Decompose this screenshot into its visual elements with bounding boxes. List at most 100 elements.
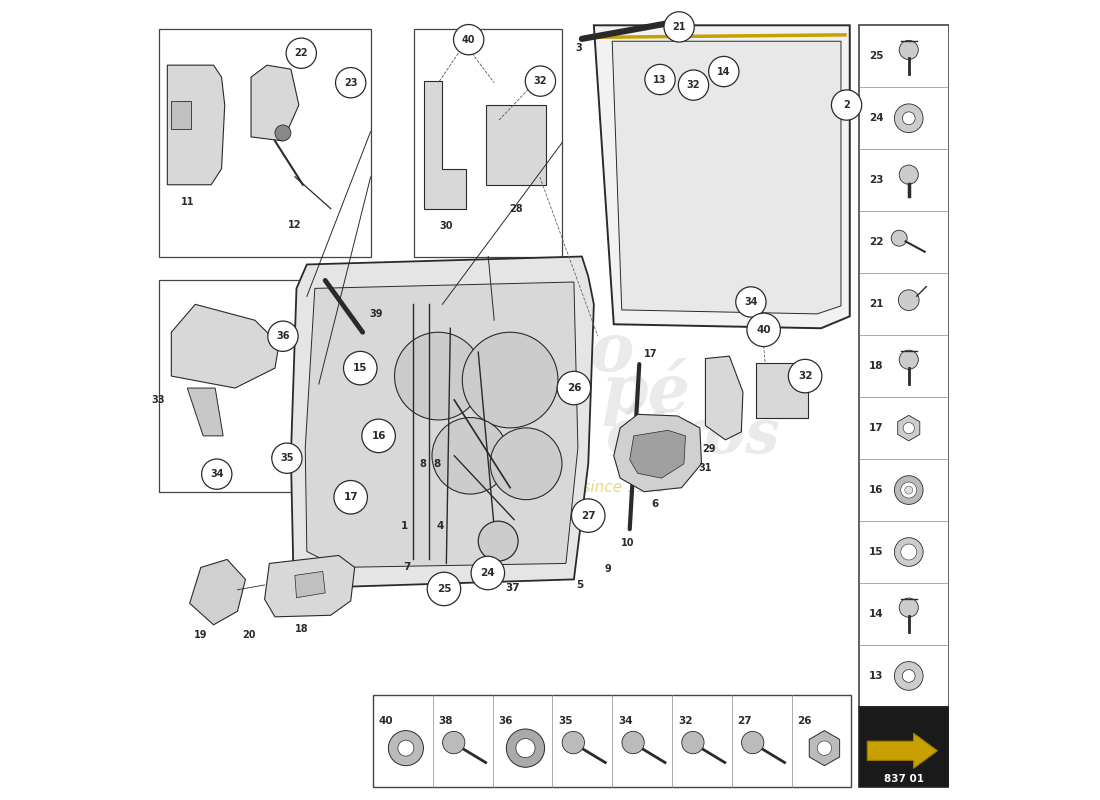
Text: étros: étros — [606, 406, 781, 466]
Circle shape — [286, 38, 317, 68]
Circle shape — [398, 740, 414, 756]
Polygon shape — [614, 414, 702, 492]
Circle shape — [789, 359, 822, 393]
Text: 26: 26 — [566, 383, 581, 393]
Circle shape — [526, 66, 556, 96]
Text: 32: 32 — [534, 76, 547, 86]
Circle shape — [891, 230, 908, 246]
Text: 23: 23 — [344, 78, 358, 88]
Text: 17: 17 — [343, 492, 358, 502]
Circle shape — [267, 321, 298, 351]
Text: 32: 32 — [686, 80, 701, 90]
Text: 31: 31 — [698, 462, 712, 473]
Text: 33: 33 — [151, 395, 165, 405]
Text: 35: 35 — [559, 716, 573, 726]
Text: 15: 15 — [353, 363, 367, 373]
Circle shape — [516, 738, 535, 758]
Circle shape — [901, 544, 916, 560]
Text: 40: 40 — [462, 34, 475, 45]
Circle shape — [506, 729, 544, 767]
Text: 39: 39 — [370, 309, 383, 319]
Polygon shape — [189, 559, 245, 625]
Bar — [373, 695, 851, 786]
Circle shape — [388, 730, 424, 766]
Text: 25: 25 — [869, 51, 883, 62]
Circle shape — [395, 332, 482, 420]
Circle shape — [562, 731, 584, 754]
Text: 14: 14 — [717, 66, 730, 77]
Polygon shape — [167, 65, 224, 185]
Bar — [859, 707, 948, 786]
Bar — [859, 26, 948, 707]
Polygon shape — [172, 304, 279, 388]
Text: 40: 40 — [757, 325, 771, 335]
Circle shape — [334, 481, 367, 514]
Polygon shape — [594, 26, 850, 328]
Text: 34: 34 — [744, 297, 758, 307]
Text: 14: 14 — [869, 609, 883, 619]
Text: euro: euro — [464, 320, 636, 385]
Bar — [160, 30, 371, 257]
Text: 40: 40 — [378, 716, 394, 726]
Circle shape — [343, 351, 377, 385]
Circle shape — [201, 459, 232, 490]
Text: 21: 21 — [672, 22, 686, 32]
Circle shape — [903, 422, 914, 434]
Circle shape — [899, 40, 918, 59]
Text: 1: 1 — [402, 521, 408, 531]
Text: pé: pé — [602, 358, 690, 426]
Text: 12: 12 — [288, 220, 301, 230]
Circle shape — [905, 486, 913, 494]
Text: 7: 7 — [403, 562, 410, 573]
Polygon shape — [187, 388, 223, 436]
Text: 36: 36 — [498, 716, 513, 726]
Circle shape — [899, 290, 920, 310]
Text: 18: 18 — [869, 361, 883, 371]
Text: 17: 17 — [645, 349, 658, 358]
Polygon shape — [265, 555, 354, 617]
Circle shape — [478, 521, 518, 561]
Text: 21: 21 — [869, 299, 883, 309]
Circle shape — [336, 67, 366, 98]
Text: 28: 28 — [509, 204, 524, 214]
Text: 13: 13 — [653, 74, 667, 85]
Polygon shape — [251, 65, 299, 141]
Circle shape — [491, 428, 562, 500]
Polygon shape — [898, 415, 920, 441]
Text: 36: 36 — [276, 331, 289, 342]
Circle shape — [894, 476, 923, 504]
Circle shape — [362, 419, 395, 453]
Text: 15: 15 — [869, 547, 883, 557]
Circle shape — [747, 313, 780, 346]
Text: 23: 23 — [869, 175, 883, 186]
Circle shape — [894, 104, 923, 133]
Text: 24: 24 — [869, 114, 883, 123]
Circle shape — [894, 538, 923, 566]
Circle shape — [682, 731, 704, 754]
Text: 13: 13 — [869, 671, 883, 681]
Text: 24: 24 — [481, 568, 495, 578]
Polygon shape — [295, 571, 326, 598]
Text: 26: 26 — [798, 716, 812, 726]
Text: 3: 3 — [575, 42, 582, 53]
Circle shape — [741, 731, 763, 754]
Text: 30: 30 — [440, 222, 453, 231]
Circle shape — [736, 286, 766, 317]
Text: 22: 22 — [295, 48, 308, 58]
Text: 27: 27 — [738, 716, 752, 726]
Polygon shape — [172, 101, 191, 129]
Text: 11: 11 — [180, 198, 194, 207]
Polygon shape — [613, 42, 842, 314]
Circle shape — [664, 12, 694, 42]
Bar — [486, 105, 546, 185]
Text: 25: 25 — [437, 584, 451, 594]
Text: 32: 32 — [678, 716, 692, 726]
Text: 2: 2 — [844, 100, 850, 110]
Circle shape — [899, 165, 918, 184]
Text: 34: 34 — [618, 716, 632, 726]
Circle shape — [621, 731, 645, 754]
Text: 837 01: 837 01 — [884, 774, 924, 784]
Polygon shape — [867, 734, 937, 768]
Text: 4: 4 — [437, 521, 443, 531]
Circle shape — [427, 572, 461, 606]
